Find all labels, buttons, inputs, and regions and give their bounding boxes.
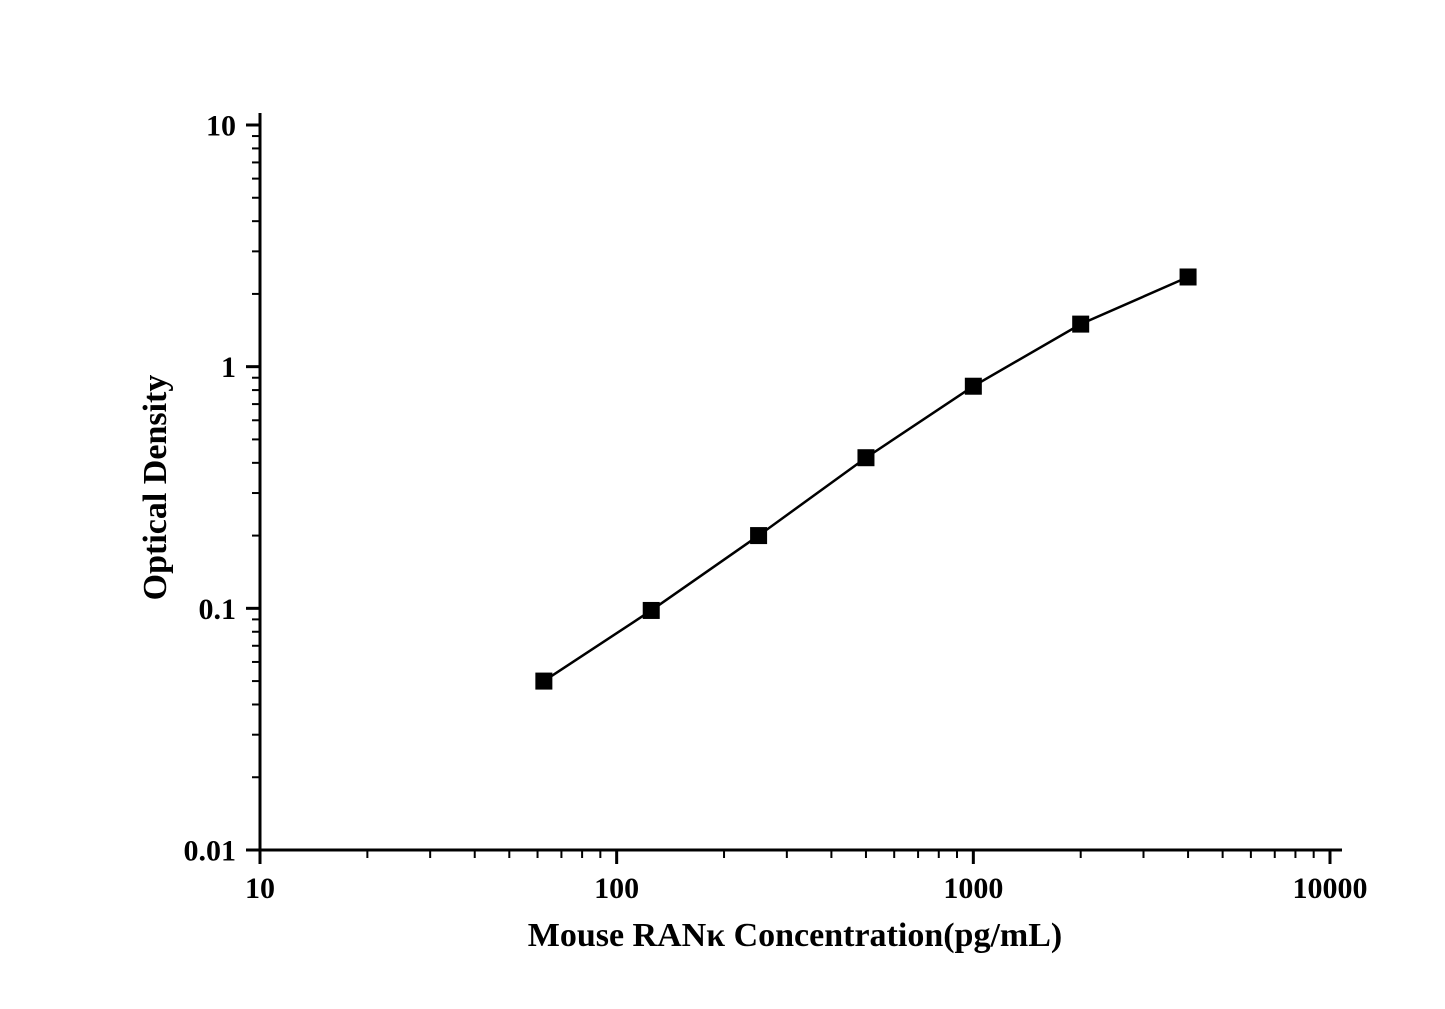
- x-tick-label: 1000: [943, 872, 1003, 905]
- x-tick-label: 100: [594, 872, 639, 905]
- y-tick-label: 1: [221, 351, 236, 384]
- data-marker: [751, 528, 767, 544]
- data-marker: [536, 673, 552, 689]
- x-tick-label: 10: [245, 872, 275, 905]
- x-tick-label: 10000: [1293, 872, 1368, 905]
- y-tick-label: 0.01: [184, 835, 237, 868]
- y-tick-label: 0.1: [199, 593, 237, 626]
- chart-svg: 10 100 1000 10000 0.01 0.1 1 10 Mouse RANκ Conce…: [0, 0, 1445, 1009]
- data-marker: [1180, 269, 1196, 285]
- data-marker: [643, 602, 659, 618]
- y-tick-label: 10: [206, 110, 236, 143]
- chart-container: 10 100 1000 10000 0.01 0.1 1 10 Mouse RANκ Conce…: [0, 0, 1445, 1009]
- data-marker: [965, 378, 981, 394]
- x-axis-label: Mouse RANκ Concentration(pg/mL): [528, 917, 1063, 954]
- y-axis-label: Optical Density: [137, 375, 174, 601]
- data-marker: [858, 450, 874, 466]
- data-marker: [1073, 316, 1089, 332]
